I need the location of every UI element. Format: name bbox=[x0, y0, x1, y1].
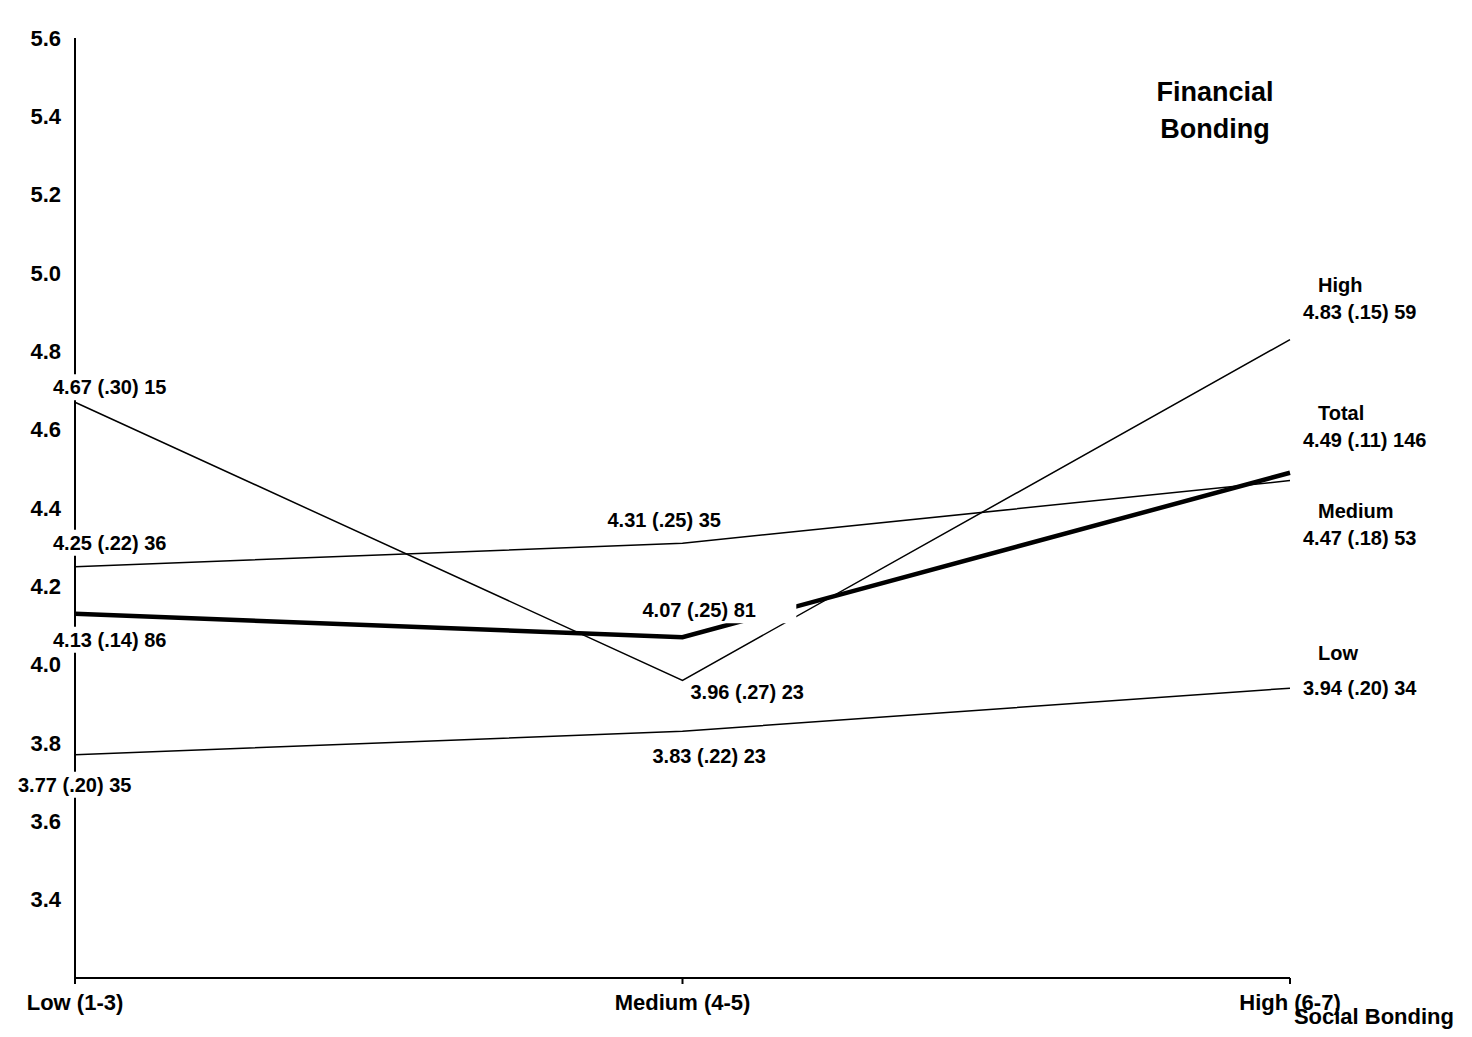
svg-text:Low: Low bbox=[1318, 642, 1358, 664]
svg-text:4.8: 4.8 bbox=[30, 339, 61, 364]
svg-text:4.07 (.25) 81: 4.07 (.25) 81 bbox=[643, 599, 756, 621]
svg-text:3.8: 3.8 bbox=[30, 731, 61, 756]
svg-text:Medium: Medium bbox=[1318, 500, 1394, 522]
svg-text:4.47 (.18) 53: 4.47 (.18) 53 bbox=[1303, 527, 1416, 549]
svg-text:3.83 (.22) 23: 3.83 (.22) 23 bbox=[653, 745, 766, 767]
svg-text:3.6: 3.6 bbox=[30, 809, 61, 834]
svg-text:4.31 (.25) 35: 4.31 (.25) 35 bbox=[608, 509, 721, 531]
svg-text:5.0: 5.0 bbox=[30, 261, 61, 286]
svg-text:4.67 (.30) 15: 4.67 (.30) 15 bbox=[53, 376, 166, 398]
svg-text:Low (1-3): Low (1-3) bbox=[27, 990, 124, 1015]
svg-text:4.0: 4.0 bbox=[30, 652, 61, 677]
svg-text:5.2: 5.2 bbox=[30, 182, 61, 207]
svg-text:4.49 (.11) 146: 4.49 (.11) 146 bbox=[1303, 429, 1426, 451]
svg-text:High (6-7): High (6-7) bbox=[1239, 989, 1341, 1015]
svg-text:3.77 (.20) 35: 3.77 (.20) 35 bbox=[18, 774, 131, 796]
html-text:Financial Bonding: Financial Bonding bbox=[1156, 77, 1274, 144]
svg-text:3.96 (.27) 23: 3.96 (.27) 23 bbox=[691, 681, 804, 703]
svg-text:Medium (4-5): Medium (4-5) bbox=[615, 990, 751, 1015]
html-text:Social Bonding: Social Bonding bbox=[1293, 1004, 1454, 1029]
svg-text:High: High bbox=[1318, 274, 1362, 296]
svg-text:4.25 (.22) 36: 4.25 (.22) 36 bbox=[53, 532, 166, 554]
svg-text:5.6: 5.6 bbox=[30, 26, 61, 51]
svg-text:3.94 (.20) 34: 3.94 (.20) 34 bbox=[1303, 677, 1417, 699]
svg-text:3.4: 3.4 bbox=[30, 887, 61, 912]
svg-text:5.4: 5.4 bbox=[30, 104, 61, 129]
svg-text:Total: Total bbox=[1318, 402, 1364, 424]
svg-text:4.6: 4.6 bbox=[30, 417, 61, 442]
svg-text:4.83 (.15) 59: 4.83 (.15) 59 bbox=[1303, 301, 1416, 323]
svg-text:4.4: 4.4 bbox=[30, 496, 61, 521]
svg-text:4.13 (.14) 86: 4.13 (.14) 86 bbox=[53, 629, 166, 651]
svg-text:4.2: 4.2 bbox=[30, 574, 61, 599]
